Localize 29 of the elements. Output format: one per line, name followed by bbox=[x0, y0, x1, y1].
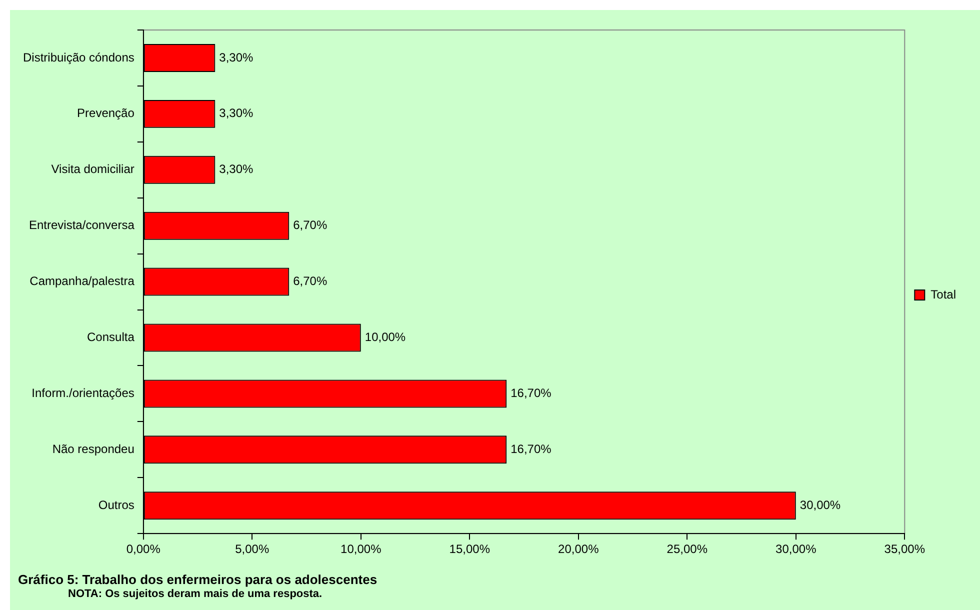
text: Gráfico 5: Trabalho dos enfermeiros para os adolescentes bbox=[18, 572, 378, 587]
y-tick-label: Campanha/palestra bbox=[30, 274, 135, 288]
y-tick-label: Inform./orientações bbox=[32, 386, 134, 400]
data-label: 6,70% bbox=[293, 274, 328, 288]
y-tick-label: Outros bbox=[98, 498, 134, 512]
legend-label: Total bbox=[930, 287, 956, 302]
text: NOTA: Os sujeitos deram mais de uma resposta. bbox=[68, 588, 322, 600]
data-label: 30,00% bbox=[800, 498, 841, 512]
data-label: 3,30% bbox=[219, 106, 254, 120]
x-tick-label: 30,00% bbox=[776, 542, 817, 556]
data-label: 10,00% bbox=[364, 330, 406, 344]
x-tick-label: 20,00% bbox=[558, 542, 600, 556]
data-label: 6,70% bbox=[293, 218, 328, 232]
data-label: 3,30% bbox=[219, 162, 254, 176]
x-tick-label: 15,00% bbox=[449, 542, 490, 556]
y-tick-label: Não respondeu bbox=[52, 442, 134, 456]
x-tick-label: 10,00% bbox=[340, 542, 382, 556]
x-tick-label: 0,00% bbox=[126, 542, 161, 556]
data-label: 16,70% bbox=[510, 386, 552, 400]
y-tick-label: Consulta bbox=[87, 330, 135, 344]
x-tick-label: 25,00% bbox=[666, 542, 708, 556]
data-label: 16,70% bbox=[510, 442, 552, 456]
y-tick-label: Distribuição cóndons bbox=[22, 50, 134, 64]
x-tick-label: 5,00% bbox=[235, 542, 270, 556]
y-tick-label: Visita domiciliar bbox=[51, 162, 134, 176]
data-label: 3,30% bbox=[219, 50, 254, 64]
y-tick-label: Entrevista/conversa bbox=[29, 218, 135, 232]
x-tick-label: 35,00% bbox=[884, 542, 926, 556]
y-tick-label: Prevenção bbox=[77, 106, 135, 120]
